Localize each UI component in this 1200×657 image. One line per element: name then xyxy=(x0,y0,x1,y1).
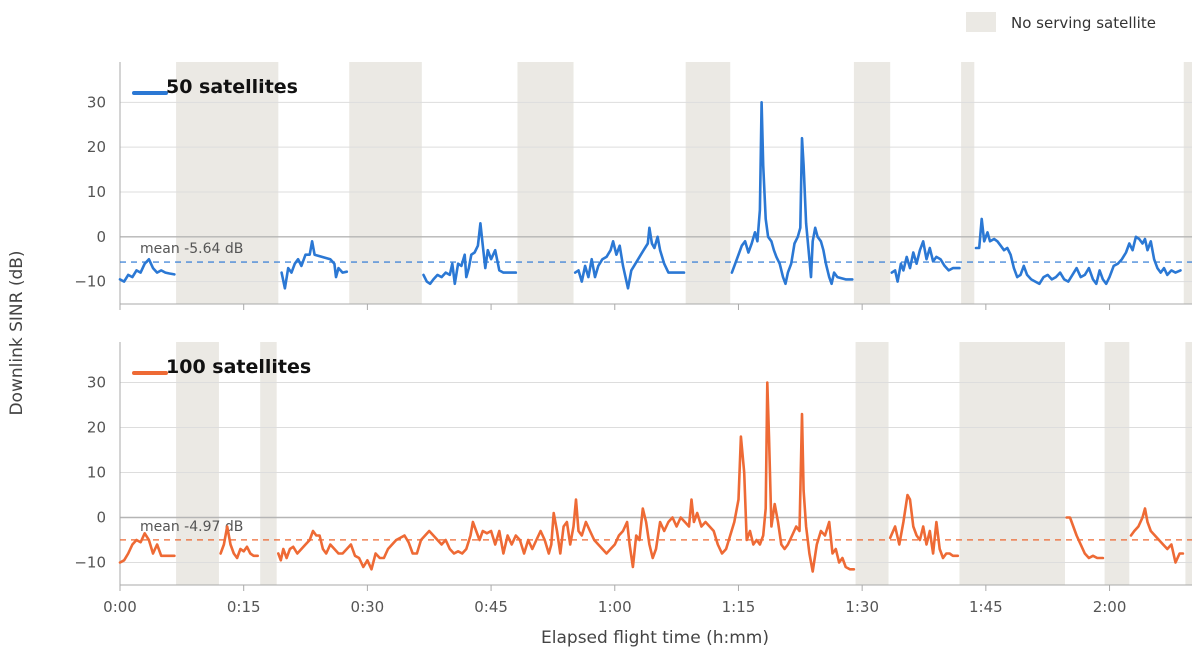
mean-label-50-satellites: mean -5.64 dB xyxy=(140,241,243,257)
outage-band-100-satellites-4 xyxy=(959,342,1066,585)
series-line-100-satellites-segment-5 xyxy=(1065,516,1105,560)
panel-title-100-satellites: 100 satellites xyxy=(166,356,311,378)
y-tick-label-50-satellites-3: 0 xyxy=(96,228,106,246)
series-line-50-satellites-segment-3 xyxy=(422,222,518,286)
y-tick-label-100-satellites-3: 0 xyxy=(96,509,106,527)
panel-title-50-satellites: 50 satellites xyxy=(166,76,298,98)
outage-band-50-satellites-2 xyxy=(349,62,422,304)
x-tick-label-1-15: 1:15 xyxy=(722,598,756,616)
outage-band-100-satellites-6 xyxy=(1185,342,1192,585)
mean-label-100-satellites: mean -4.97 dB xyxy=(140,519,243,535)
series-line-100-satellites-segment-3 xyxy=(277,381,856,573)
y-tick-label-50-satellites-1: 20 xyxy=(87,138,106,156)
x-tick-label-1-00: 1:00 xyxy=(598,598,632,616)
series-line-50-satellites-segment-2 xyxy=(280,240,349,290)
panel-50-satellites: 30 20 10 0 −10 mean -5.64 dB 50 satellites xyxy=(74,62,1192,310)
series-line-100-satellites-segment-2 xyxy=(219,525,259,560)
series-line-50-satellites-segment-7 xyxy=(974,217,1182,286)
x-tick-label-1-45: 1:45 xyxy=(969,598,1003,616)
series-line-100-satellites-segment-4 xyxy=(888,493,960,560)
panel-100-satellites: 30 20 10 0 −10 mean -4.97 dB 100 satellites xyxy=(74,342,1192,591)
outage-band-100-satellites-2 xyxy=(260,342,277,585)
y-tick-label-100-satellites-4: −10 xyxy=(74,554,106,572)
series-line-50-satellites-segment-5 xyxy=(730,101,854,286)
x-tick-label-0-30: 0:30 xyxy=(351,598,385,616)
x-tick-label-0-45: 0:45 xyxy=(474,598,508,616)
series-line-50-satellites-segment-4 xyxy=(573,226,686,290)
legend-label-no-serving-satellite: No serving satellite xyxy=(1011,14,1156,32)
y-tick-label-50-satellites-0: 30 xyxy=(87,93,106,111)
outage-band-50-satellites-3 xyxy=(517,62,574,304)
outage-band-100-satellites-1 xyxy=(176,342,219,585)
series-line-100-satellites-segment-1 xyxy=(118,532,176,564)
x-axis: 0:00 0:15 0:30 0:45 1:00 1:15 1:30 1:45 2:00 xyxy=(103,598,1126,616)
legend: No serving satellite xyxy=(966,12,1156,32)
y-tick-label-50-satellites-2: 10 xyxy=(87,183,106,201)
outage-band-50-satellites-7 xyxy=(1183,62,1192,304)
series-line-50-satellites-segment-6 xyxy=(890,240,961,283)
series-line-50-satellites-segment-1 xyxy=(118,257,176,283)
x-tick-label-0-15: 0:15 xyxy=(227,598,261,616)
y-tick-label-100-satellites-0: 30 xyxy=(87,374,106,392)
outage-band-100-satellites-5 xyxy=(1104,342,1130,585)
x-tick-label-0-00: 0:00 xyxy=(103,598,137,616)
x-axis-title: Elapsed flight time (h:mm) xyxy=(541,628,769,648)
outage-band-100-satellites-3 xyxy=(855,342,889,585)
outage-band-50-satellites-4 xyxy=(685,62,731,304)
y-tick-label-50-satellites-4: −10 xyxy=(74,273,106,291)
y-tick-label-100-satellites-1: 20 xyxy=(87,419,106,437)
y-tick-label-100-satellites-2: 10 xyxy=(87,464,106,482)
outage-band-50-satellites-1 xyxy=(176,62,279,304)
x-tick-label-2-00: 2:00 xyxy=(1093,598,1127,616)
outage-band-50-satellites-6 xyxy=(961,62,975,304)
y-axis-title: Downlink SINR (dB) xyxy=(7,250,27,415)
outage-band-50-satellites-5 xyxy=(853,62,891,304)
series-line-100-satellites-segment-6 xyxy=(1129,507,1185,564)
x-tick-label-1-30: 1:30 xyxy=(845,598,879,616)
legend-swatch-no-serving-satellite xyxy=(966,12,996,32)
chart-panels: 30 20 10 0 −10 mean -5.64 dB 50 satellites 30 20… xyxy=(74,62,1192,591)
